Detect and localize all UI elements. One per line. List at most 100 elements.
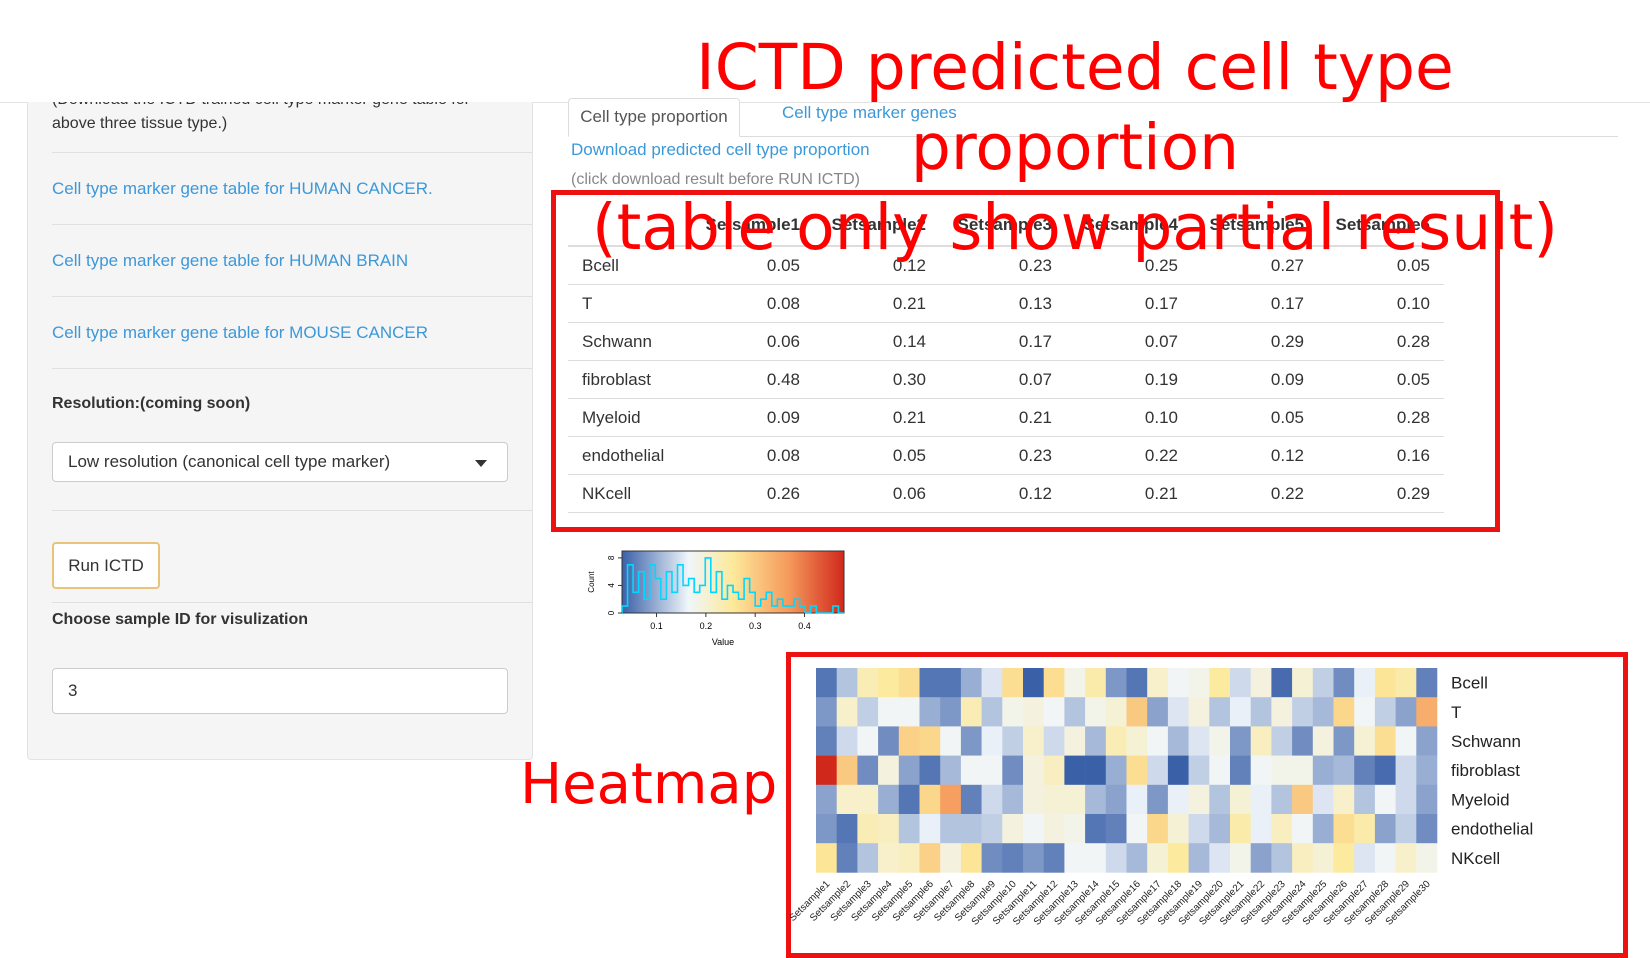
- table-cell: 0.21: [814, 284, 940, 323]
- heatmap-cell: [1188, 755, 1210, 786]
- sample-id-input[interactable]: 3: [52, 668, 508, 714]
- table-cell: 0.17: [940, 322, 1066, 361]
- heatmap-cell: [981, 726, 1003, 756]
- heatmap-cell: [1147, 843, 1169, 873]
- divider: [52, 510, 532, 511]
- heatmap-cell: [1064, 784, 1086, 815]
- table-cell: 0.07: [940, 360, 1066, 399]
- column-header: Setsample1: [688, 205, 814, 247]
- tab-cell-type-marker-genes[interactable]: Cell type marker genes: [782, 103, 957, 122]
- heatmap-cell: [1002, 726, 1024, 756]
- heatmap-cell: [1085, 668, 1107, 698]
- table-row: fibroblast 0.48 0.30 0.07 0.19 0.09 0.05: [568, 360, 1444, 399]
- table-cell: 0.06: [688, 322, 814, 361]
- heatmap-cell: [981, 697, 1003, 727]
- table-cell: 0.05: [1318, 246, 1444, 285]
- heatmap-cell: [1230, 814, 1251, 844]
- table-cell: 0.48: [688, 360, 814, 399]
- heatmap-cell: [919, 814, 941, 844]
- heatmap-cell: [1085, 726, 1107, 756]
- tabs-border: [568, 136, 1618, 137]
- divider: [52, 224, 532, 225]
- table-row: Myeloid 0.09 0.21 0.21 0.10 0.05 0.28: [568, 398, 1444, 437]
- table-corner: [568, 205, 688, 247]
- heatmap-cell: [960, 814, 982, 844]
- y-tick-label: 8: [607, 555, 616, 560]
- heatmap-cell: [1043, 814, 1065, 844]
- heatmap-cell: [1416, 726, 1438, 756]
- heatmap-cell: [1147, 784, 1169, 815]
- table-cell: 0.08: [688, 284, 814, 323]
- heatmap-cell: [960, 668, 982, 698]
- heatmap-cell: [1354, 755, 1376, 786]
- heatmap-cell: [1271, 843, 1293, 873]
- heatmap-cell: [1167, 784, 1189, 815]
- heatmap-cell: [1188, 668, 1210, 698]
- heatmap-cell: [1354, 668, 1376, 698]
- heatmap-cell: [940, 784, 962, 815]
- heatmap-cell: [1023, 755, 1044, 786]
- heatmap-cell: [1064, 843, 1086, 873]
- link-human-brain[interactable]: Cell type marker gene table for HUMAN BR…: [52, 251, 409, 270]
- sidebar-panel: (Download the ICTD trained cell type mar…: [27, 102, 533, 760]
- heatmap-cell: [1147, 814, 1169, 844]
- heatmap-cell: [981, 843, 1003, 873]
- download-proportion-link[interactable]: Download predicted cell type proportion: [571, 140, 870, 159]
- heatmap-cell: [1188, 697, 1210, 727]
- link-mouse-cancer[interactable]: Cell type marker gene table for MOUSE CA…: [52, 323, 429, 342]
- heatmap-cell: [1023, 726, 1044, 756]
- heatmap-cell: [919, 843, 941, 873]
- heatmap-cell: [1271, 814, 1293, 844]
- heatmap-row-label: Bcell: [1451, 674, 1488, 693]
- heatmap-cell: [1085, 755, 1107, 786]
- heatmap-cell: [1023, 784, 1044, 815]
- heatmap-cell: [816, 755, 837, 786]
- tab-cell-type-proportion[interactable]: Cell type proportion: [568, 98, 740, 137]
- run-ictd-button[interactable]: Run ICTD: [52, 542, 160, 589]
- overlay-title-line2: (table only show partial result): [592, 191, 1558, 264]
- heatmap-row-label: Schwann: [1451, 732, 1521, 751]
- heatmap-cell: [1105, 814, 1127, 844]
- heatmap-cell: [1395, 784, 1417, 815]
- heatmap-cell: [878, 755, 900, 786]
- heatmap: Bcell T Schwann fibroblast Myeloid endothelia…: [790, 668, 1533, 928]
- table-cell: 0.17: [1192, 284, 1318, 323]
- heatmap-cell: [940, 697, 962, 727]
- table-cell: 0.29: [1192, 322, 1318, 361]
- table-row: endothelial 0.08 0.05 0.23 0.22 0.12 0.16: [568, 436, 1444, 475]
- link-human-cancer[interactable]: Cell type marker gene table for HUMAN CA…: [52, 179, 433, 198]
- heatmap-cell: [1250, 697, 1272, 727]
- heatmap-cell: [898, 668, 920, 698]
- heatmap-cell: [1105, 843, 1127, 873]
- heatmap-cell: [1312, 726, 1334, 756]
- heatmap-cell: [1105, 697, 1127, 727]
- heatmap-cell: [1250, 755, 1272, 786]
- table-cell: 0.26: [688, 474, 814, 513]
- table-cell: 0.14: [814, 322, 940, 361]
- heatmap-cell: [1395, 668, 1417, 698]
- heatmap-cell: [1374, 726, 1396, 756]
- table-cell: 0.07: [1066, 322, 1192, 361]
- heatmap-cell: [878, 668, 900, 698]
- heatmap-cell: [1230, 668, 1251, 698]
- table-cell: 0.16: [1318, 436, 1444, 475]
- heatmap-row-label: fibroblast: [1451, 761, 1520, 780]
- heatmap-cell: [1126, 697, 1148, 727]
- heatmap-cell: [878, 814, 900, 844]
- histogram-line: [621, 557, 844, 614]
- heatmap-cell: [836, 726, 858, 756]
- heatmap-cell: [1043, 668, 1065, 698]
- table-cell: 0.27: [1192, 246, 1318, 285]
- heatmap-cell: [1023, 668, 1044, 698]
- heatmap-cell: [1043, 755, 1065, 786]
- heatmap-cell: [816, 814, 837, 844]
- heatmap-cell: [1023, 843, 1044, 873]
- table-highlight-box: [551, 190, 1500, 532]
- heatmap-cell: [1126, 668, 1148, 698]
- table-cell: 0.21: [1066, 474, 1192, 513]
- heatmap-cell: [1292, 668, 1314, 698]
- resolution-select-value: Low resolution (canonical cell type mark…: [68, 452, 391, 471]
- heatmap-cell: [1292, 726, 1314, 756]
- table-row: Bcell 0.05 0.12 0.23 0.25 0.27 0.05: [568, 246, 1444, 285]
- resolution-select[interactable]: Low resolution (canonical cell type mark…: [52, 442, 508, 482]
